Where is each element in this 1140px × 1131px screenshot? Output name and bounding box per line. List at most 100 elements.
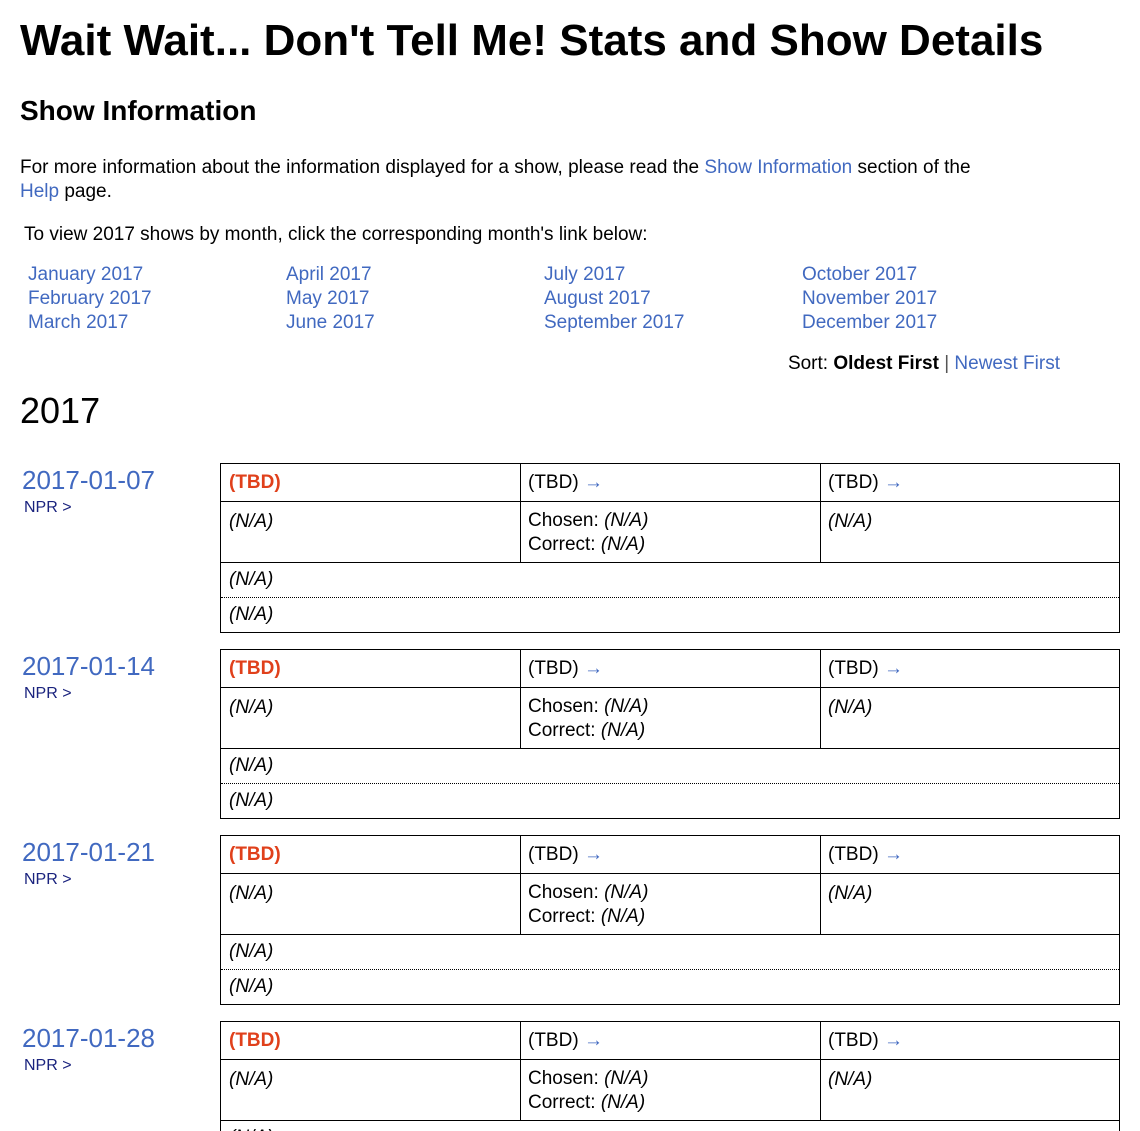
arrow-link[interactable]: →: [883, 472, 903, 493]
intro-text: section of the: [852, 157, 971, 178]
scorekeeper: (TBD) →: [520, 466, 611, 500]
month-link[interactable]: June 2017: [286, 312, 375, 333]
table-line: [221, 1059, 1119, 1060]
notes: (N/A): [229, 604, 274, 625]
chosen: (N/A): [604, 510, 649, 531]
panel-name: (TBD): [828, 472, 879, 493]
chosen-label: Chosen:: [528, 510, 599, 531]
table-line: [221, 934, 1119, 935]
chosen: (N/A): [604, 696, 649, 717]
scorekeeper-name: (TBD): [528, 844, 579, 865]
chosen: (N/A): [604, 1068, 649, 1089]
arrow-link[interactable]: →: [583, 472, 603, 493]
panel-name: (TBD): [828, 658, 879, 679]
host: (TBD): [229, 1030, 281, 1051]
month-link[interactable]: February 2017: [28, 288, 152, 309]
sort: Sort: Oldest First | Newest First: [788, 353, 1060, 375]
table-line: [820, 464, 821, 562]
table-line: [820, 1022, 821, 1120]
guess: Chosen: (N/A) Correct: (N/A): [520, 691, 656, 749]
npr-link[interactable]: NPR >: [24, 685, 72, 702]
table-line: [221, 1120, 1119, 1121]
chosen-label: Chosen:: [528, 882, 599, 903]
show-table: (TBD) (TBD) → (TBD) → (N/A) Chosen: (N/A) Cor…: [220, 463, 1120, 633]
table-line: [221, 873, 1119, 874]
arrow-link[interactable]: →: [583, 1030, 603, 1051]
table-line: [221, 783, 1119, 784]
panel: (TBD) →: [820, 466, 911, 500]
correct: (N/A): [600, 1092, 646, 1113]
correct: (N/A): [600, 720, 646, 741]
scorekeeper-name: (TBD): [528, 472, 579, 493]
correct-label: Correct:: [528, 1092, 596, 1113]
chosen: (N/A): [604, 882, 649, 903]
guess: Chosen: (N/A) Correct: (N/A): [520, 505, 656, 563]
table-line: [221, 687, 1119, 688]
intro: For more information about the informati…: [20, 156, 971, 204]
month-link[interactable]: September 2017: [544, 312, 685, 333]
month-link[interactable]: January 2017: [28, 264, 144, 285]
arrow-link[interactable]: →: [883, 1030, 903, 1051]
location: (N/A): [229, 569, 274, 590]
correct-label: Correct:: [528, 906, 596, 927]
table-line: [520, 650, 521, 748]
table-line: [221, 562, 1119, 563]
show-date[interactable]: 2017-01-21: [22, 837, 155, 867]
guess: Chosen: (N/A) Correct: (N/A): [520, 877, 656, 935]
month-link[interactable]: August 2017: [544, 288, 651, 309]
panelists: (N/A): [828, 697, 873, 718]
table-line: [520, 1022, 521, 1120]
show-info-link[interactable]: Show Information: [704, 157, 853, 178]
guest: (N/A): [229, 697, 274, 718]
guest: (N/A): [229, 883, 274, 904]
arrow-link[interactable]: →: [583, 844, 603, 865]
npr-link[interactable]: NPR >: [24, 1057, 72, 1074]
panel: (TBD) →: [820, 838, 911, 872]
npr-link[interactable]: NPR >: [24, 871, 72, 888]
month-link[interactable]: October 2017: [802, 264, 918, 285]
location: (N/A): [221, 1124, 281, 1131]
location: (N/A): [229, 755, 274, 776]
table-line: [221, 501, 1119, 502]
host: (TBD): [229, 844, 281, 865]
scorekeeper-name: (TBD): [528, 658, 579, 679]
month-link[interactable]: July 2017: [544, 264, 626, 285]
month-link[interactable]: March 2017: [28, 312, 129, 333]
section-title: Show Information: [20, 95, 257, 126]
year-heading: 2017: [20, 390, 101, 431]
show-date[interactable]: 2017-01-14: [22, 651, 155, 681]
scorekeeper: (TBD) →: [520, 1024, 611, 1058]
panel-name: (TBD): [828, 1030, 879, 1051]
notes: (N/A): [229, 976, 274, 997]
guest: (N/A): [229, 511, 274, 532]
host: (TBD): [229, 472, 281, 493]
arrow-link[interactable]: →: [583, 658, 603, 679]
correct: (N/A): [600, 534, 646, 555]
chosen-label: Chosen:: [528, 1068, 599, 1089]
host: (TBD): [229, 658, 281, 679]
month-link[interactable]: November 2017: [802, 288, 938, 309]
sort-newest[interactable]: Newest First: [954, 353, 1060, 374]
month-link[interactable]: May 2017: [286, 288, 370, 309]
sort-current: Oldest First: [833, 353, 939, 374]
month-link[interactable]: April 2017: [286, 264, 372, 285]
table-line: [520, 836, 521, 934]
arrow-link[interactable]: →: [883, 658, 903, 679]
page-title: Wait Wait... Don't Tell Me! Stats and Sh…: [20, 16, 1044, 65]
panel: (TBD) →: [820, 1024, 911, 1058]
show-date[interactable]: 2017-01-07: [22, 465, 155, 495]
sort-label: Sort:: [787, 353, 829, 374]
show-date[interactable]: 2017-01-28: [22, 1023, 155, 1053]
table-line: [221, 969, 1119, 970]
show-table: (TBD) (TBD) → (TBD) → (N/A) Chosen: (N/A) Cor…: [220, 1021, 1120, 1131]
sort-separator: |: [944, 353, 950, 374]
arrow-link[interactable]: →: [883, 844, 903, 865]
intro-text: For more information about the informati…: [20, 157, 705, 178]
show-table: (TBD) (TBD) → (TBD) → (N/A) Chosen: (N/A) Cor…: [220, 649, 1120, 819]
help-link[interactable]: Help: [20, 181, 60, 202]
month-link[interactable]: December 2017: [802, 312, 938, 333]
npr-link[interactable]: NPR >: [24, 499, 72, 516]
table-line: [520, 464, 521, 562]
scorekeeper-name: (TBD): [528, 1030, 579, 1051]
